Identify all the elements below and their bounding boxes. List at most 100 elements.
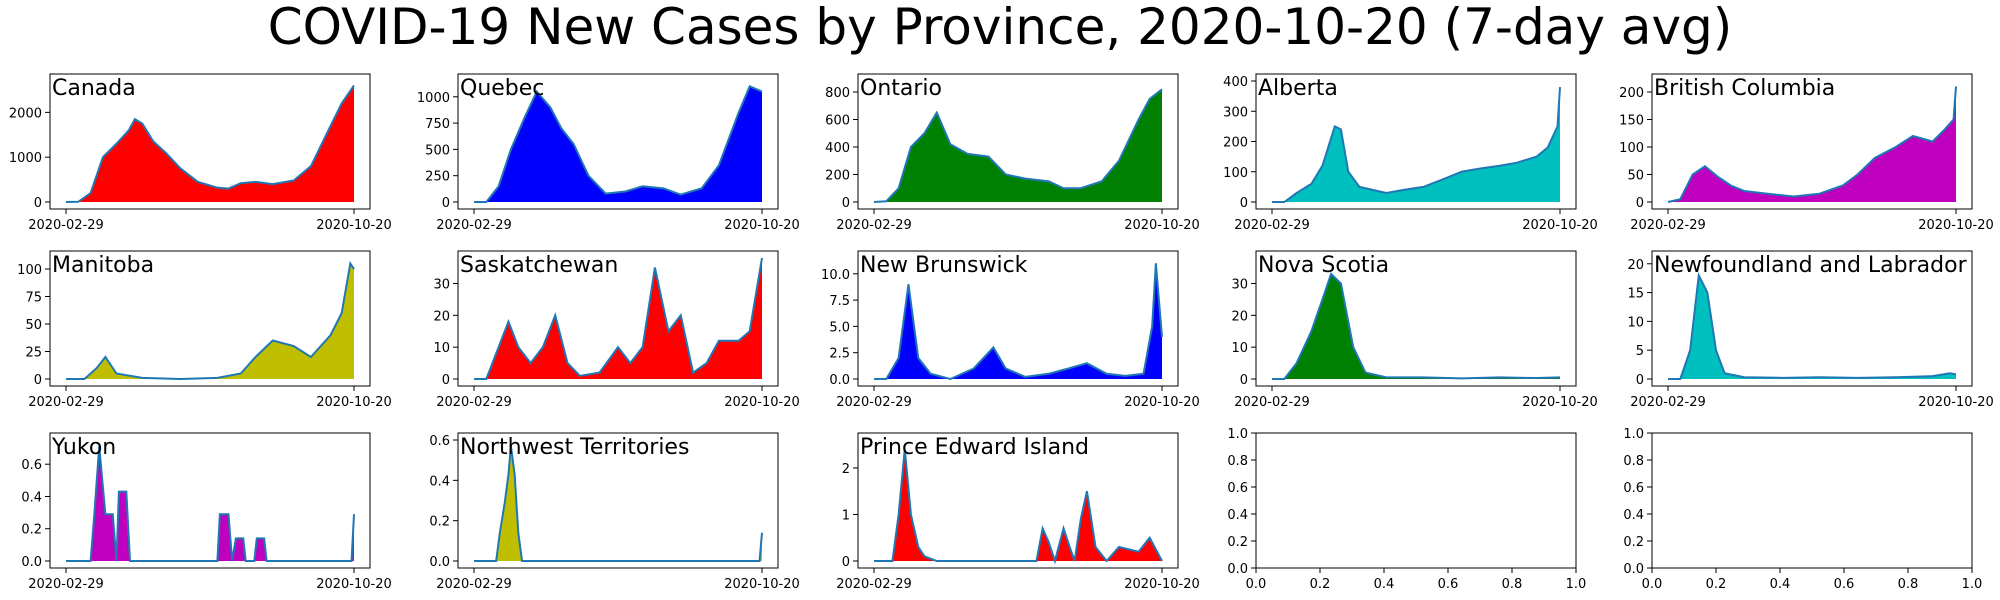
x-tick-label: 2020-02-29: [836, 218, 912, 233]
series-area: [1272, 87, 1560, 202]
x-tick-label: 2020-10-20: [1522, 395, 1598, 410]
series-line: [1272, 272, 1561, 380]
x-tick-label: 2020-10-20: [316, 395, 392, 410]
panel-label: Quebec: [460, 76, 544, 101]
y-tick-label: 100: [17, 263, 42, 278]
panel-label: Newfoundland and Labrador: [1654, 253, 1968, 278]
y-tick-label: 5: [1636, 344, 1644, 359]
series-line: [474, 445, 763, 562]
axes-frame: [1651, 432, 1973, 569]
y-tick-label: 2.5: [829, 347, 850, 362]
x-tick-label: 2020-02-29: [1630, 218, 1706, 233]
axes-frame: [49, 73, 371, 210]
y-tick-label: 30: [433, 277, 450, 292]
y-tick-label: 0.0: [1623, 562, 1644, 577]
y-tick-label: 400: [825, 141, 850, 156]
x-tick-label: 2020-10-20: [1124, 577, 1200, 592]
y-tick-label: 0.2: [429, 515, 450, 530]
y-tick-label: 2: [842, 462, 850, 477]
x-tick-label: 0.4: [1770, 577, 1791, 592]
x-tick-label: 0.6: [1834, 577, 1855, 592]
y-tick-label: 20: [1231, 309, 1248, 324]
y-tick-label: 15: [1627, 287, 1644, 302]
x-tick-label: 0.0: [1642, 577, 1663, 592]
panel-label: Alberta: [1258, 76, 1338, 101]
y-tick-label: 7.5: [829, 294, 850, 309]
x-tick-label: 2020-02-29: [1234, 218, 1310, 233]
panel-label: British Columbia: [1654, 76, 1835, 101]
panel-label: Nova Scotia: [1258, 253, 1389, 278]
axes-frame: [1651, 73, 1973, 210]
y-tick-label: 0.2: [1227, 535, 1248, 550]
y-tick-label: 0: [442, 373, 450, 388]
panel-nova-scotia: 0 10 20 30 2020-02-29 2020-10-20 Nova Scotia: [1231, 250, 1598, 410]
y-tick-label: 0.8: [1227, 454, 1248, 469]
panel-label: Northwest Territories: [460, 435, 689, 460]
x-tick-label: 0.6: [1438, 577, 1459, 592]
x-tick-label: 2020-02-29: [1234, 395, 1310, 410]
x-tick-label: 0.2: [1310, 577, 1331, 592]
axes-frame: [1651, 250, 1973, 387]
axes-frame: [857, 73, 1179, 210]
axes-frame: [49, 250, 371, 387]
panel-label: Ontario: [860, 76, 942, 101]
series-line: [873, 88, 1163, 203]
y-tick-label: 100: [1619, 141, 1644, 156]
series-line: [1668, 271, 1957, 380]
x-tick-label: 2020-10-20: [1918, 395, 1994, 410]
series-line: [474, 84, 763, 203]
x-tick-label: 2020-02-29: [436, 395, 512, 410]
series-line: [66, 260, 355, 381]
y-tick-label: 1.0: [1227, 427, 1248, 442]
series-line: [874, 263, 1163, 381]
y-tick-label: 0.0: [829, 373, 850, 388]
series-area: [66, 446, 354, 561]
x-tick-label: 2020-10-20: [1522, 218, 1598, 233]
series-area: [874, 89, 1162, 202]
series-area: [66, 85, 354, 202]
series-line: [1272, 86, 1561, 203]
y-tick-label: 1000: [9, 151, 42, 166]
x-tick-label: 0.8: [1502, 577, 1523, 592]
y-tick-label: 0: [442, 196, 450, 211]
y-tick-label: 0.4: [1623, 508, 1644, 523]
y-tick-label: 400: [1223, 75, 1248, 90]
panel-canada: 0 1000 2000 2020-02-29 2020-10-20 Canada: [9, 73, 392, 233]
y-tick-label: 200: [1223, 136, 1248, 151]
x-tick-label: 2020-02-29: [836, 577, 912, 592]
x-tick-label: 0.2: [1706, 577, 1727, 592]
axes-frame: [857, 250, 1179, 387]
y-tick-label: 0: [34, 196, 42, 211]
panel-label: Saskatchewan: [460, 253, 618, 278]
panel-new-brunswick: 0.0 2.5 5.0 7.5 10.0 2020-02-29 2020-10-20 New …: [821, 250, 1200, 410]
panel-british-columbia: 0 50 100 150 200 2020-02-29 2020-10-20 British …: [1619, 73, 1994, 233]
x-tick-label: 0.4: [1374, 577, 1395, 592]
y-tick-label: 0.4: [429, 474, 450, 489]
series-area: [474, 258, 762, 379]
panel-saskatchewan: 0 10 20 30 2020-02-29 2020-10-20 Saskatchewan: [433, 250, 800, 410]
y-tick-label: 5.0: [829, 320, 850, 335]
series-line: [474, 257, 763, 380]
x-tick-label: 2020-10-20: [1124, 395, 1200, 410]
x-tick-label: 2020-02-29: [1630, 395, 1706, 410]
y-tick-label: 0: [1240, 373, 1248, 388]
y-tick-label: 800: [825, 86, 850, 101]
panel-prince-edward-island: 0 1 2 2020-02-29 2020-10-20 Prince Edward Isl…: [836, 432, 1200, 592]
panel-yukon: 0.0 0.2 0.4 0.6 2020-02-29 2020-10-20 Yukon: [21, 432, 392, 592]
chart-title: COVID-19 New Cases by Province, 2020-10-…: [267, 0, 1733, 56]
y-tick-label: 10: [1231, 341, 1248, 356]
series-area: [1668, 275, 1956, 379]
y-tick-label: 10.0: [821, 268, 850, 283]
panel-label: Prince Edward Island: [860, 435, 1089, 460]
series-line: [66, 446, 355, 562]
y-tick-label: 600: [825, 114, 850, 129]
x-tick-label: 2020-02-29: [28, 218, 104, 233]
y-tick-label: 0.0: [429, 555, 450, 570]
y-tick-label: 0.8: [1623, 454, 1644, 469]
x-tick-label: 2020-10-20: [724, 218, 800, 233]
series-line: [65, 84, 355, 203]
x-tick-label: 1.0: [1962, 577, 1983, 592]
x-tick-label: 2020-02-29: [436, 577, 512, 592]
x-tick-label: 0.0: [1246, 577, 1267, 592]
series-line: [874, 449, 1163, 565]
